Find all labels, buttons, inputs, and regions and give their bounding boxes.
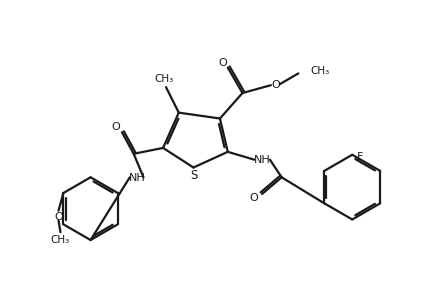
Text: F: F (357, 152, 363, 162)
Text: NH: NH (254, 155, 271, 165)
Text: O: O (271, 80, 280, 90)
Text: CH₃: CH₃ (310, 67, 330, 76)
Text: O: O (112, 122, 120, 132)
Text: O: O (54, 212, 63, 222)
Text: NH: NH (129, 173, 146, 183)
Text: CH₃: CH₃ (155, 74, 174, 84)
Text: S: S (190, 169, 197, 182)
Text: CH₃: CH₃ (51, 235, 70, 245)
Text: O: O (250, 193, 259, 203)
Text: O: O (219, 58, 227, 68)
